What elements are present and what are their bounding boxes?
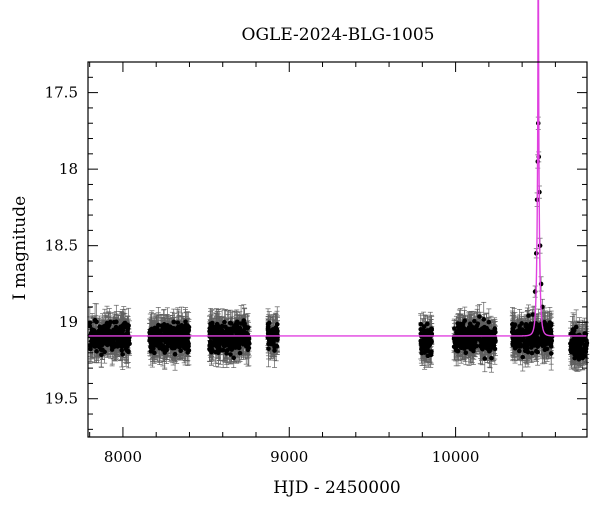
chart-title: OGLE-2024-BLG-1005	[242, 25, 435, 45]
